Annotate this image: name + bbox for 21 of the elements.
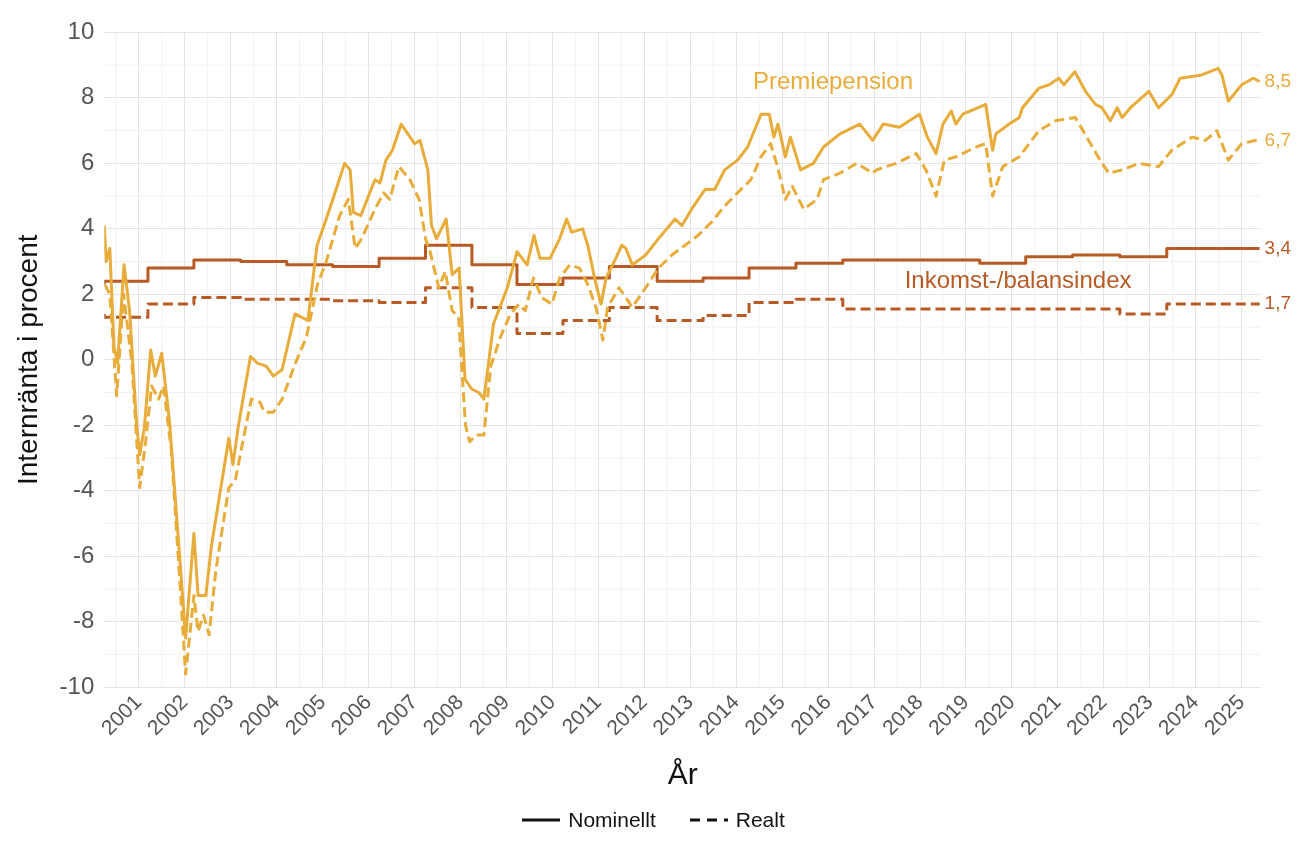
y-tick-label: 2	[80, 278, 95, 306]
y-tick-label: 0	[80, 344, 95, 372]
y-tick-label: -8	[72, 606, 95, 634]
data-label: 1,7	[1264, 292, 1292, 314]
series-label: Inkomst-/balansindex	[904, 265, 1132, 293]
data-label: 8,5	[1264, 69, 1292, 91]
series-label: Premiepension	[752, 67, 914, 95]
text: Nominellt	[568, 808, 656, 832]
data-label: 3,4	[1264, 236, 1292, 258]
y-axis-title: Internränta i procent	[11, 234, 43, 486]
y-tick-label: 6	[80, 147, 95, 175]
y-tick-label: 4	[80, 213, 95, 241]
y-tick-label: -6	[72, 540, 95, 568]
text: Realt	[735, 808, 785, 832]
y-tick-label: -2	[72, 409, 95, 437]
data-label: 6,7	[1264, 128, 1292, 150]
x-axis-title: År	[667, 757, 698, 791]
y-tick-label: 8	[80, 82, 95, 110]
y-tick-label: -4	[72, 475, 95, 503]
y-tick-label: -10	[59, 671, 95, 699]
y-tick-label: 10	[67, 17, 95, 45]
